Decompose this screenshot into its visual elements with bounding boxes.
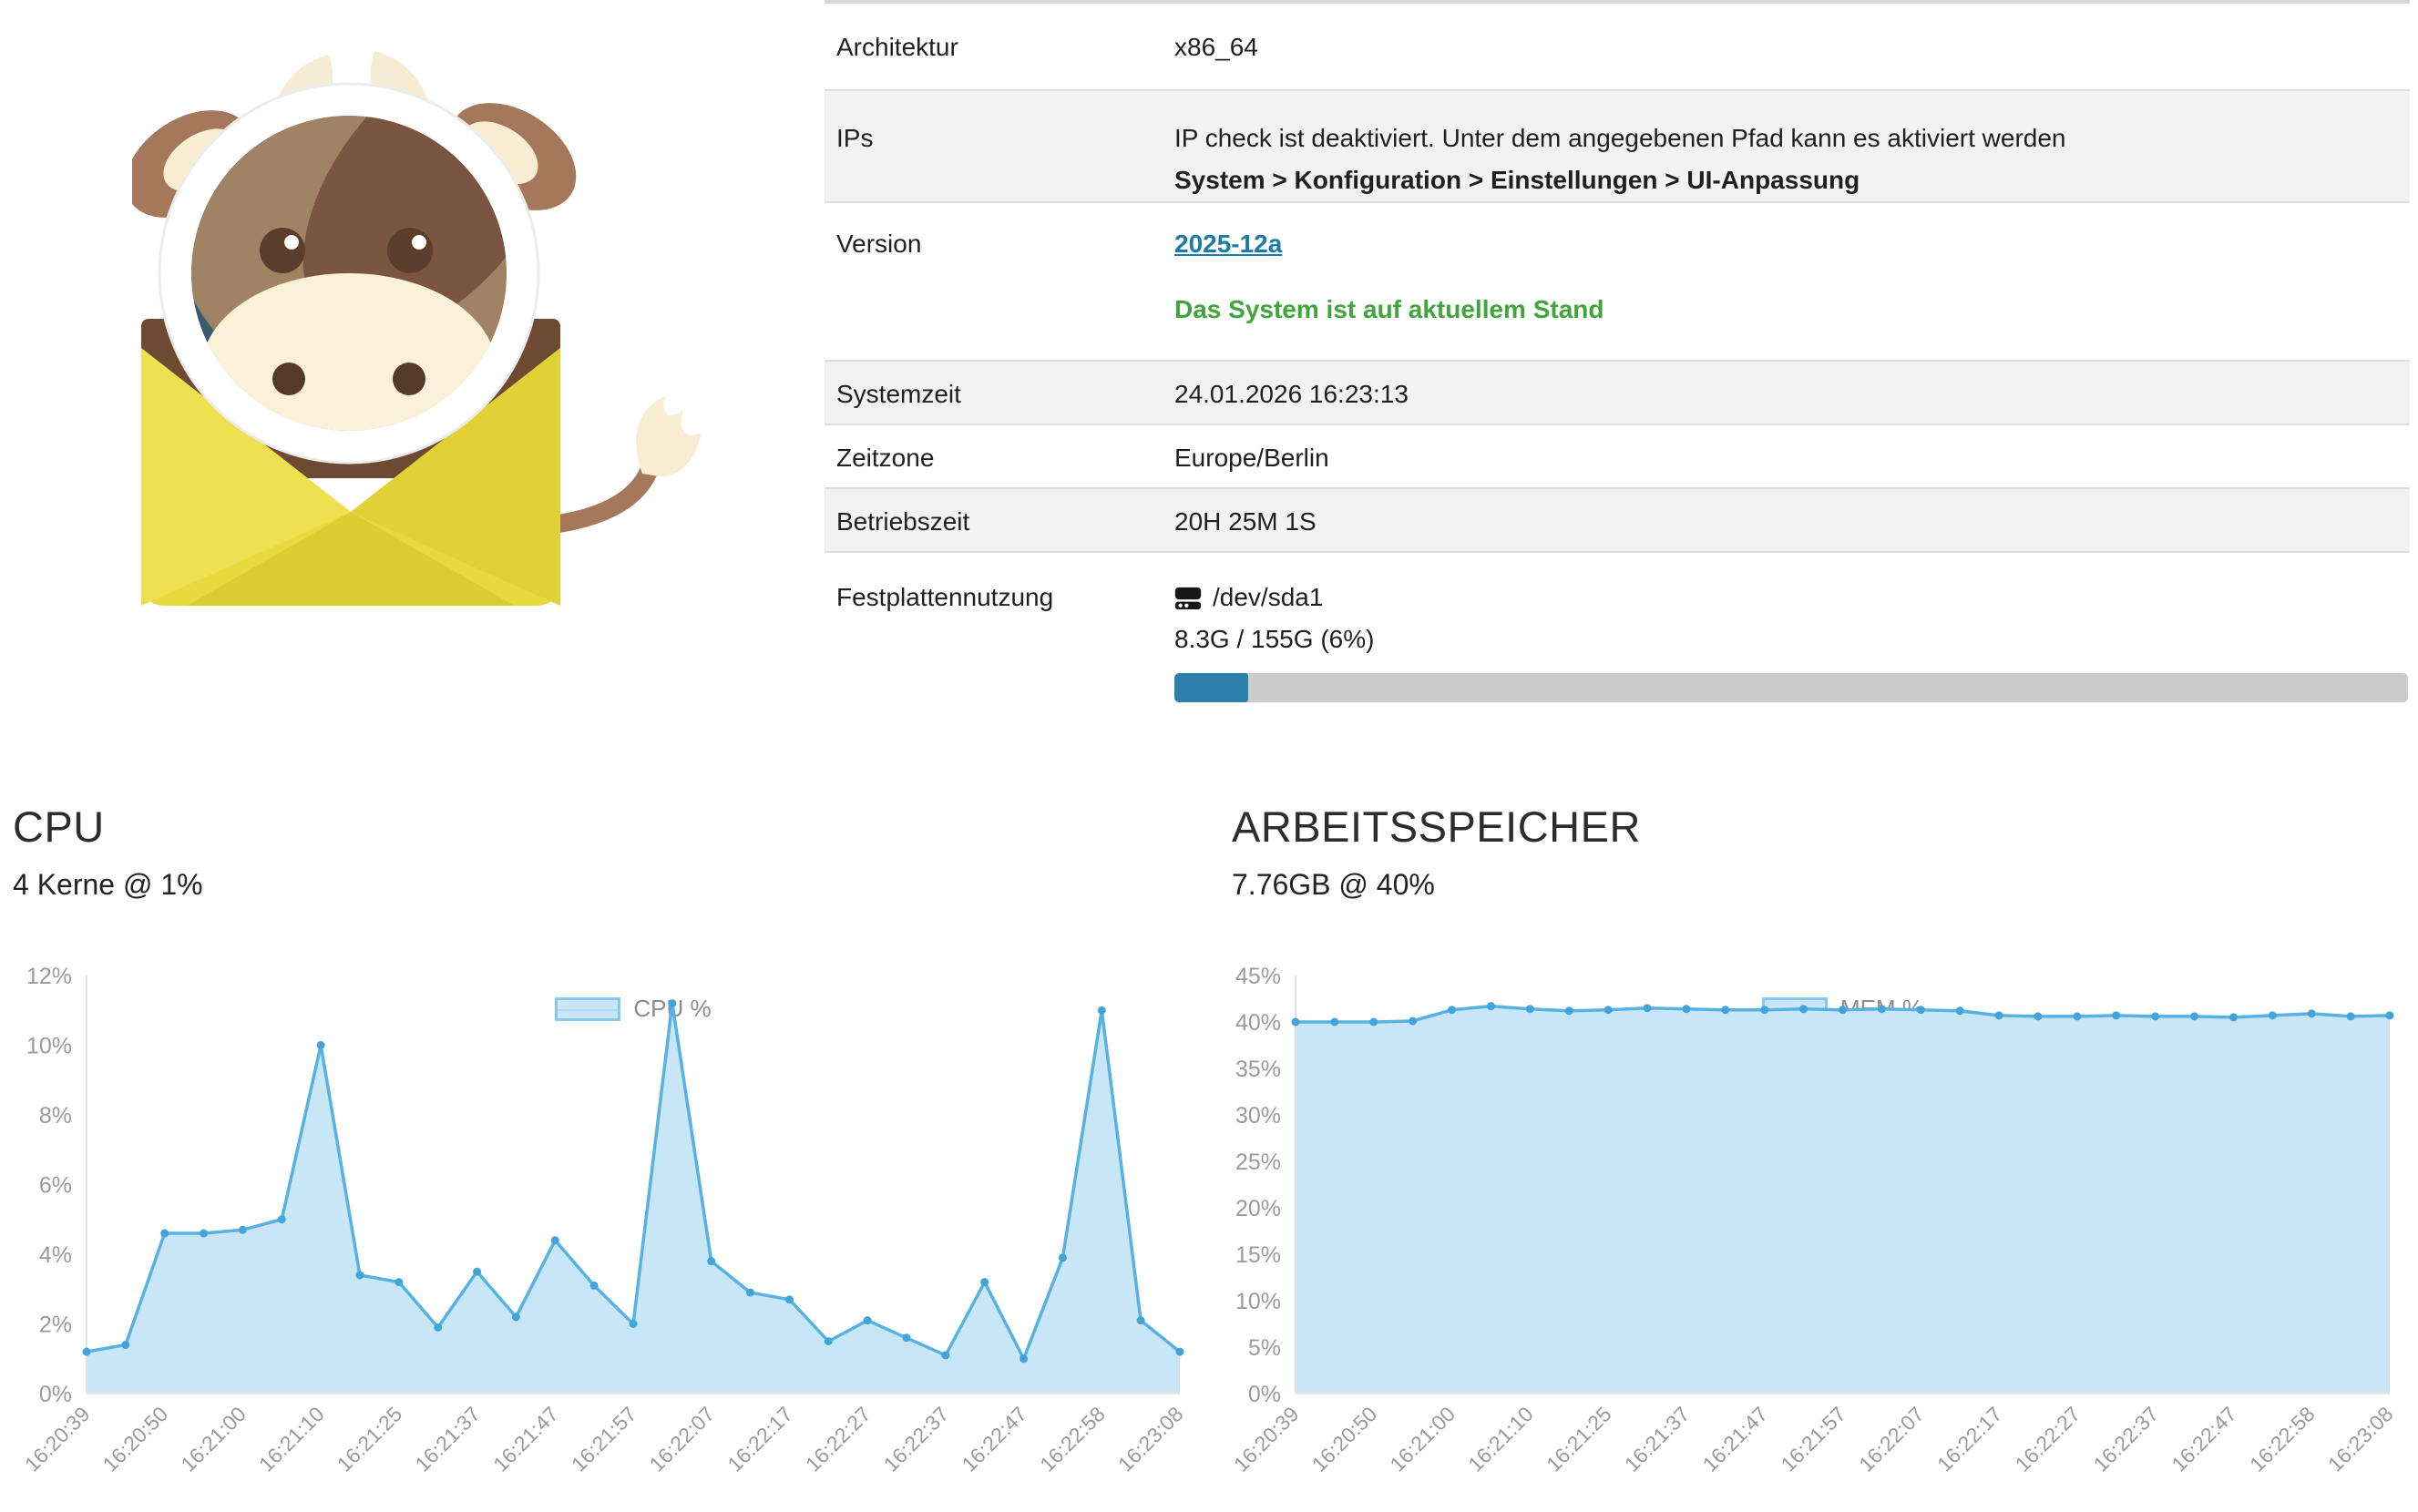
svg-text:5%: 5% <box>1248 1335 1281 1361</box>
cpu-chart-subtitle: 4 Kerne @ 1% <box>13 868 203 901</box>
cow-tail <box>549 448 662 533</box>
svg-text:35%: 35% <box>1235 1057 1281 1082</box>
svg-text:16:22:47: 16:22:47 <box>2167 1402 2241 1476</box>
row-value: /dev/sda1 8.3G / 155G (6%) <box>1174 577 2418 702</box>
svg-text:16:22:58: 16:22:58 <box>2245 1402 2320 1476</box>
disk-usage: 8.3G / 155G (6%) <box>1174 625 1375 653</box>
svg-text:16:22:07: 16:22:07 <box>1854 1402 1929 1476</box>
table-row-architektur: Architektur x86_64 <box>825 4 2410 91</box>
svg-text:16:21:47: 16:21:47 <box>488 1402 563 1476</box>
svg-text:30%: 30% <box>1235 1103 1281 1129</box>
table-row-ips: IPs IP check ist deaktiviert. Unter dem … <box>825 91 2410 203</box>
row-value: Europe/Berlin <box>1174 444 1329 472</box>
svg-text:2%: 2% <box>39 1313 72 1338</box>
svg-text:16:23:08: 16:23:08 <box>1113 1402 1188 1476</box>
svg-text:16:21:10: 16:21:10 <box>254 1402 329 1476</box>
envelope-fold-right <box>351 348 560 606</box>
row-value: x86_64 <box>1174 33 1258 61</box>
svg-text:16:22:37: 16:22:37 <box>2088 1402 2163 1476</box>
svg-text:16:21:37: 16:21:37 <box>1620 1402 1695 1476</box>
row-label: IPs <box>836 124 874 152</box>
svg-text:40%: 40% <box>1235 1010 1281 1036</box>
svg-text:16:20:50: 16:20:50 <box>98 1402 173 1476</box>
svg-text:8%: 8% <box>39 1103 72 1129</box>
svg-text:16:22:27: 16:22:27 <box>801 1402 876 1476</box>
disk-progress-fill <box>1174 673 1249 702</box>
svg-text:16:22:17: 16:22:17 <box>722 1402 797 1476</box>
svg-text:16:22:37: 16:22:37 <box>879 1402 954 1476</box>
row-value: IP check ist deaktiviert. Unter dem ange… <box>1174 117 2410 201</box>
row-value: 2025-12a Das System ist auf aktuellem St… <box>1174 223 2410 331</box>
svg-text:16:22:27: 16:22:27 <box>2011 1402 2085 1476</box>
cpu-chart-title: CPU <box>13 802 105 851</box>
svg-text:16:22:58: 16:22:58 <box>1035 1402 1110 1476</box>
row-label: Betriebszeit <box>836 507 970 536</box>
system-info-table: Architektur x86_64 IPs IP check ist deak… <box>825 0 2410 735</box>
svg-text:10%: 10% <box>26 1034 72 1059</box>
memory-chart-section: ARBEITSSPEICHER 7.76GB @ 40% MEM % 45% 40… <box>1232 802 2418 1512</box>
svg-text:10%: 10% <box>1235 1289 1281 1314</box>
disk-progress-track <box>1174 673 2408 702</box>
svg-text:16:21:00: 16:21:00 <box>176 1402 251 1476</box>
memory-usage-chart: 45%40%35%30%25%20%15%10%5%0%16:20:39 16:2… <box>1232 964 2398 1476</box>
svg-text:16:21:25: 16:21:25 <box>1542 1402 1616 1476</box>
svg-text:45%: 45% <box>1235 964 1281 989</box>
disk-device: /dev/sda1 <box>1213 583 1324 611</box>
update-status-text: Das System ist auf aktuellem Stand <box>1174 295 1604 323</box>
svg-text:16:20:50: 16:20:50 <box>1307 1402 1382 1476</box>
ip-check-info: IP check ist deaktiviert. Unter dem ange… <box>1174 124 2066 152</box>
svg-text:16:21:25: 16:21:25 <box>333 1402 407 1476</box>
cpu-usage-chart: 12% 10% 8% 6% 4% 2% 0%16:20:39 16:20:50 16:21:00… <box>20 964 1188 1476</box>
cow-tail-tuft <box>636 396 702 477</box>
row-label: Festplattennutzung <box>836 583 1054 611</box>
svg-text:16:20:39: 16:20:39 <box>20 1402 95 1476</box>
disk-device-line: /dev/sda1 <box>1174 577 2408 618</box>
svg-text:6%: 6% <box>39 1173 72 1199</box>
svg-text:16:20:39: 16:20:39 <box>1232 1402 1304 1476</box>
table-row-festplattennutzung: Festplattennutzung /dev/sda1 8.3G / 155G… <box>825 553 2410 735</box>
svg-text:16:21:57: 16:21:57 <box>1776 1402 1850 1476</box>
table-row-systemzeit: Systemzeit 24.01.2026 16:23:13 <box>825 362 2410 425</box>
table-row-zeitzone: Zeitzone Europe/Berlin <box>825 425 2410 489</box>
svg-text:16:21:00: 16:21:00 <box>1385 1402 1460 1476</box>
row-label: Version <box>836 230 922 258</box>
row-value: 24.01.2026 16:23:13 <box>1174 380 1409 408</box>
svg-text:16:22:07: 16:22:07 <box>645 1402 720 1476</box>
table-row-betriebszeit: Betriebszeit 20H 25M 1S <box>825 489 2410 553</box>
svg-text:20%: 20% <box>1235 1196 1281 1221</box>
svg-text:16:21:37: 16:21:37 <box>410 1402 485 1476</box>
table-row-version: Version 2025-12a Das System ist auf aktu… <box>825 203 2410 362</box>
version-link[interactable]: 2025-12a <box>1174 230 1283 258</box>
row-label: Systemzeit <box>836 380 961 408</box>
cpu-chart-section: CPU 4 Kerne @ 1% CPU % 12%10%8%6%4%2%0%1… <box>13 802 1197 1512</box>
row-value: 20H 25M 1S <box>1174 507 1317 536</box>
svg-text:16:22:47: 16:22:47 <box>957 1402 1031 1476</box>
svg-text:25%: 25% <box>1235 1149 1281 1175</box>
svg-text:12%: 12% <box>26 964 72 989</box>
memory-chart-subtitle: 7.76GB @ 40% <box>1232 868 1435 901</box>
row-label: Architektur <box>836 33 958 61</box>
cpu-legend-swatch <box>555 996 621 1021</box>
envelope-fold-bottom <box>187 512 515 606</box>
svg-text:15%: 15% <box>1235 1242 1281 1268</box>
row-label: Zeitzone <box>836 444 935 472</box>
svg-text:16:22:17: 16:22:17 <box>1932 1402 2007 1476</box>
svg-text:4%: 4% <box>39 1242 72 1268</box>
ip-check-path: System > Konfiguration > Einstellungen >… <box>1174 166 1860 194</box>
svg-text:16:21:47: 16:21:47 <box>1698 1402 1773 1476</box>
svg-text:0%: 0% <box>39 1382 72 1407</box>
hdd-icon <box>1174 587 1202 609</box>
svg-text:16:21:10: 16:21:10 <box>1463 1402 1538 1476</box>
mailcow-logo <box>132 51 702 606</box>
envelope-fold-left <box>141 348 351 606</box>
svg-text:16:21:57: 16:21:57 <box>567 1402 641 1476</box>
memory-chart-title: ARBEITSSPEICHER <box>1232 802 1641 851</box>
svg-text:16:23:08: 16:23:08 <box>2323 1402 2398 1476</box>
svg-text:0%: 0% <box>1248 1382 1281 1407</box>
